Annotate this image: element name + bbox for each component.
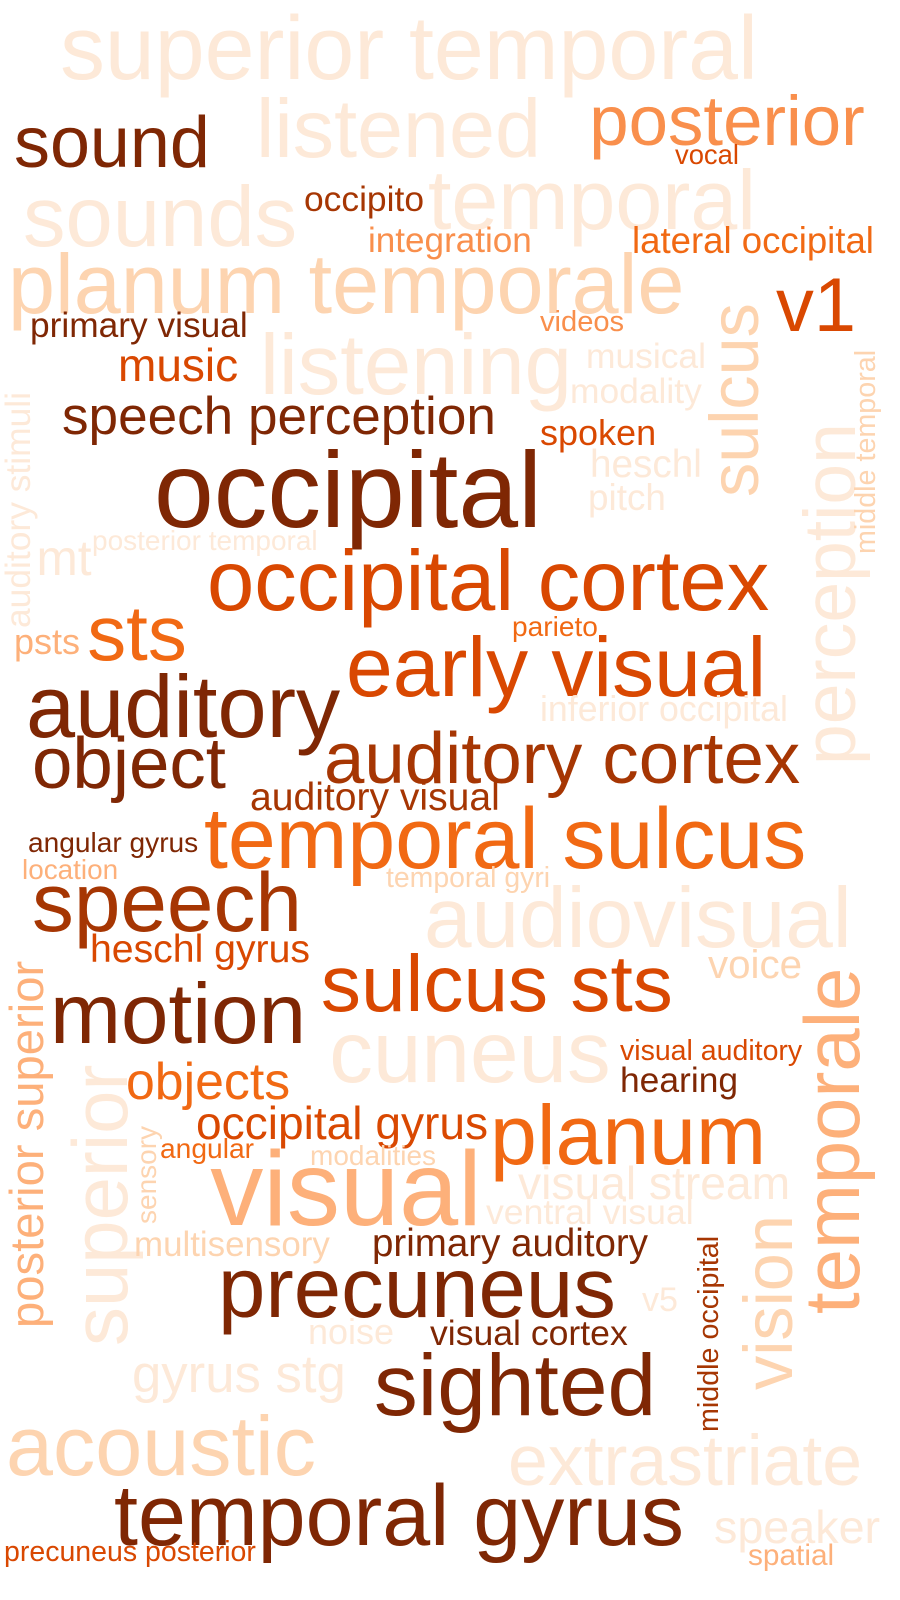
word-precuneus: precuneus <box>218 1240 616 1336</box>
word-pitch: pitch <box>588 477 666 518</box>
word-occipito: occipito <box>304 178 424 219</box>
word-modality: modality <box>570 370 702 411</box>
word-sensory: sensory <box>131 1125 162 1224</box>
word-speech-perception: speech perception <box>62 386 496 446</box>
word-videos: videos <box>540 305 625 338</box>
word-early-visual: early visual <box>346 620 767 715</box>
word-cuneus: cuneus <box>329 1002 611 1101</box>
word-inferior-occipital: inferior occipital <box>540 688 788 729</box>
word-sounds: sounds <box>23 169 298 265</box>
word-visual: visual <box>210 1129 482 1249</box>
word-auditory-cortex: auditory cortex <box>324 717 801 799</box>
word-music: music <box>118 338 239 391</box>
word-parieto: parieto <box>512 611 598 643</box>
word-sound: sound <box>14 102 210 183</box>
word-mt: mt <box>36 530 92 587</box>
word-ventral-visual: ventral visual <box>486 1191 694 1232</box>
word-spoken: spoken <box>540 412 657 454</box>
word-superior-temporal: superior temporal <box>60 0 758 99</box>
word-visual-cortex: visual cortex <box>430 1312 628 1353</box>
word-noise: noise <box>308 1311 395 1353</box>
word-angular-gyrus: angular gyrus <box>28 827 199 859</box>
word-sulcus: sulcus <box>696 303 773 497</box>
word-temporal-sulcus: temporal sulcus <box>204 791 807 888</box>
word-temporal: temporal <box>428 153 756 248</box>
word-sighted: sighted <box>374 1335 657 1434</box>
word-gyrus-stg: gyrus stg <box>132 1344 346 1404</box>
word-lateral-occipital: lateral occipital <box>632 220 874 262</box>
word-auditory-visual: auditory visual <box>250 776 500 819</box>
word-v5: v5 <box>642 1281 678 1320</box>
word-v1: v1 <box>776 263 856 349</box>
word-primary-visual: primary visual <box>30 305 248 345</box>
word-object: object <box>32 722 226 804</box>
word-angular: angular <box>160 1132 255 1165</box>
word-multisensory: multisensory <box>134 1224 330 1264</box>
word-auditory-stimuli: auditory stimuli <box>0 391 39 628</box>
word-middle-temporal: middle temporal <box>849 349 882 554</box>
word-spatial: spatial <box>748 1539 835 1573</box>
word-speech: speech <box>32 855 302 950</box>
word-posterior-superior: posterior superior <box>1 960 55 1328</box>
word-heschl-gyrus: heschl gyrus <box>90 927 310 971</box>
word-hearing: hearing <box>620 1059 739 1100</box>
word-occipital-gyrus: occipital gyrus <box>196 1096 489 1149</box>
word-middle-occipital: middle occipital <box>692 1235 725 1432</box>
word-temporal-gyri: temporal gyri <box>386 861 551 894</box>
word-objects: objects <box>126 1052 291 1111</box>
word-psts: psts <box>14 621 81 663</box>
word-location: location <box>22 854 119 886</box>
word-vision: vision <box>730 1215 807 1391</box>
word-speaker: speaker <box>714 1500 881 1553</box>
word-integration: integration <box>368 220 532 260</box>
word-occipital: occipital <box>154 429 542 550</box>
word-audiovisual: audiovisual <box>424 870 852 966</box>
word-occipital-cortex: occipital cortex <box>207 533 770 629</box>
word-musical: musical <box>586 335 706 376</box>
word-sts: sts <box>87 589 187 678</box>
word-extrastriate: extrastriate <box>508 1421 863 1502</box>
word-listened: listened <box>256 81 542 175</box>
word-modalities: modalities <box>310 1140 437 1172</box>
word-listening: listening <box>260 317 572 413</box>
word-planum-temporale: planum temporale <box>8 237 685 332</box>
word-sulcus-sts: sulcus sts <box>320 938 673 1029</box>
word-posterior: posterior <box>589 82 865 162</box>
word-primary-auditory: primary auditory <box>372 1222 649 1266</box>
word-visual-auditory: visual auditory <box>620 1034 803 1067</box>
word-precuneus-posterior: precuneus posterior <box>4 1535 256 1568</box>
word-temporal-gyrus: temporal gyrus <box>114 1468 685 1565</box>
word-auditory: auditory <box>26 657 341 757</box>
word-planum: planum <box>490 1088 767 1183</box>
word-posterior-temporal: posterior temporal <box>92 525 318 557</box>
word-voice: voice <box>708 942 803 988</box>
word-vocal: vocal <box>675 139 739 171</box>
word-motion: motion <box>50 966 307 1062</box>
word-acoustic: acoustic <box>6 1399 316 1494</box>
word-heschl: heschl <box>590 443 702 487</box>
word-visual-stream: visual stream <box>518 1156 791 1209</box>
